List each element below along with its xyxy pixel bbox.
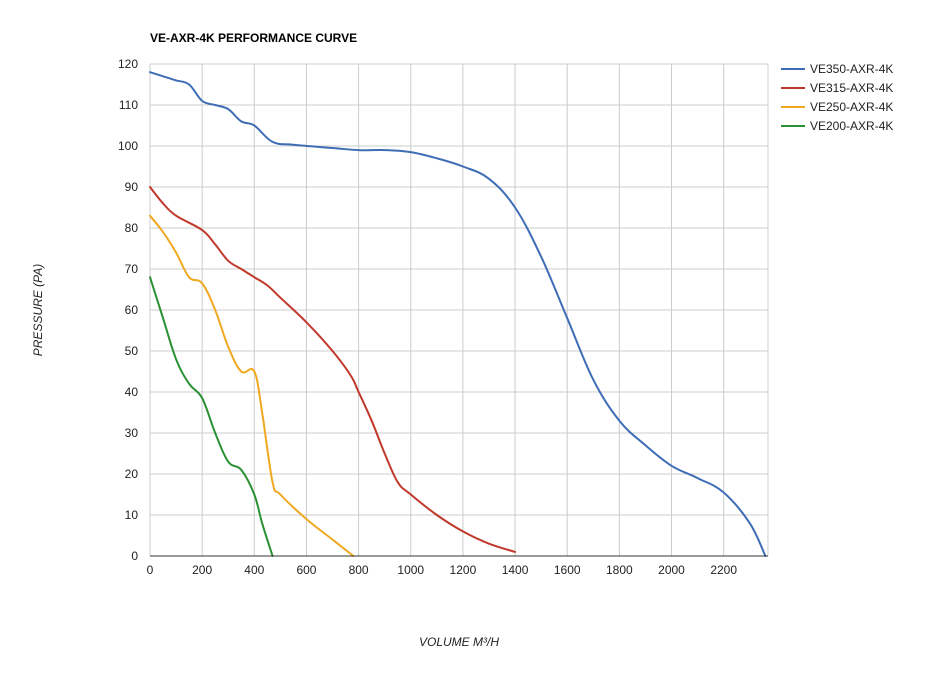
x-tick-label: 0 [147,563,154,577]
x-tick-label: 2200 [710,563,737,577]
x-tick-label: 800 [349,563,369,577]
x-tick-label: 200 [192,563,212,577]
y-tick-label: 100 [118,139,138,153]
legend-label-ve315-axr-4k: VE315-AXR-4K [810,81,893,95]
x-tick-label: 1200 [450,563,477,577]
x-tick-label: 600 [296,563,316,577]
y-tick-label: 40 [125,385,139,399]
legend-label-ve350-axr-4k: VE350-AXR-4K [810,62,893,76]
y-tick-label: 20 [125,467,139,481]
series-line-ve315-axr-4k [149,186,517,553]
x-tick-label: 1600 [554,563,581,577]
series-line-ve250-axr-4k [149,214,355,557]
x-tick-label: 1000 [397,563,424,577]
x-tick-label: 1400 [502,563,529,577]
x-tick-label: 400 [244,563,264,577]
y-tick-label: 0 [131,549,138,563]
legend-label-ve200-axr-4k: VE200-AXR-4K [810,119,893,133]
legend: VE350-AXR-4K VE315-AXR-4K VE250-AXR-4K VE20… [781,62,893,133]
y-tick-label: 90 [125,180,139,194]
y-tick-label: 70 [125,262,139,276]
legend-label-ve250-axr-4k: VE250-AXR-4K [810,100,893,114]
y-tick-label: 120 [118,57,138,71]
y-tick-label: 80 [125,221,139,235]
y-tick-label: 60 [125,303,139,317]
x-tick-label: 2000 [658,563,685,577]
series-lines [149,71,767,557]
y-tick-label: 50 [125,344,139,358]
x-axis-title: VOLUME M³/H [419,635,499,649]
y-tick-label: 110 [119,98,138,112]
grid-lines [149,63,769,557]
series-line-ve200-axr-4k [149,276,274,557]
series-line-ve350-axr-4k [149,71,767,557]
y-tick-label: 10 [125,508,139,522]
chart-title: VE-AXR-4K PERFORMANCE CURVE [150,31,357,45]
y-axis-title: PRESSURE (PA) [31,264,45,356]
x-tick-label: 1800 [606,563,633,577]
y-tick-label: 30 [125,426,139,440]
